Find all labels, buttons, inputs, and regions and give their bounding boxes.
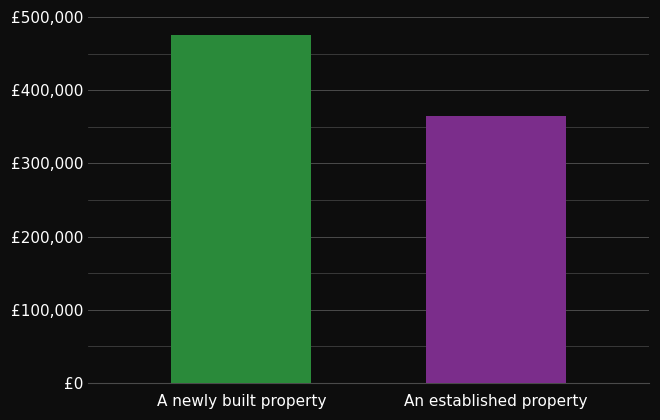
- Bar: [426, 116, 566, 383]
- Bar: [171, 35, 312, 383]
